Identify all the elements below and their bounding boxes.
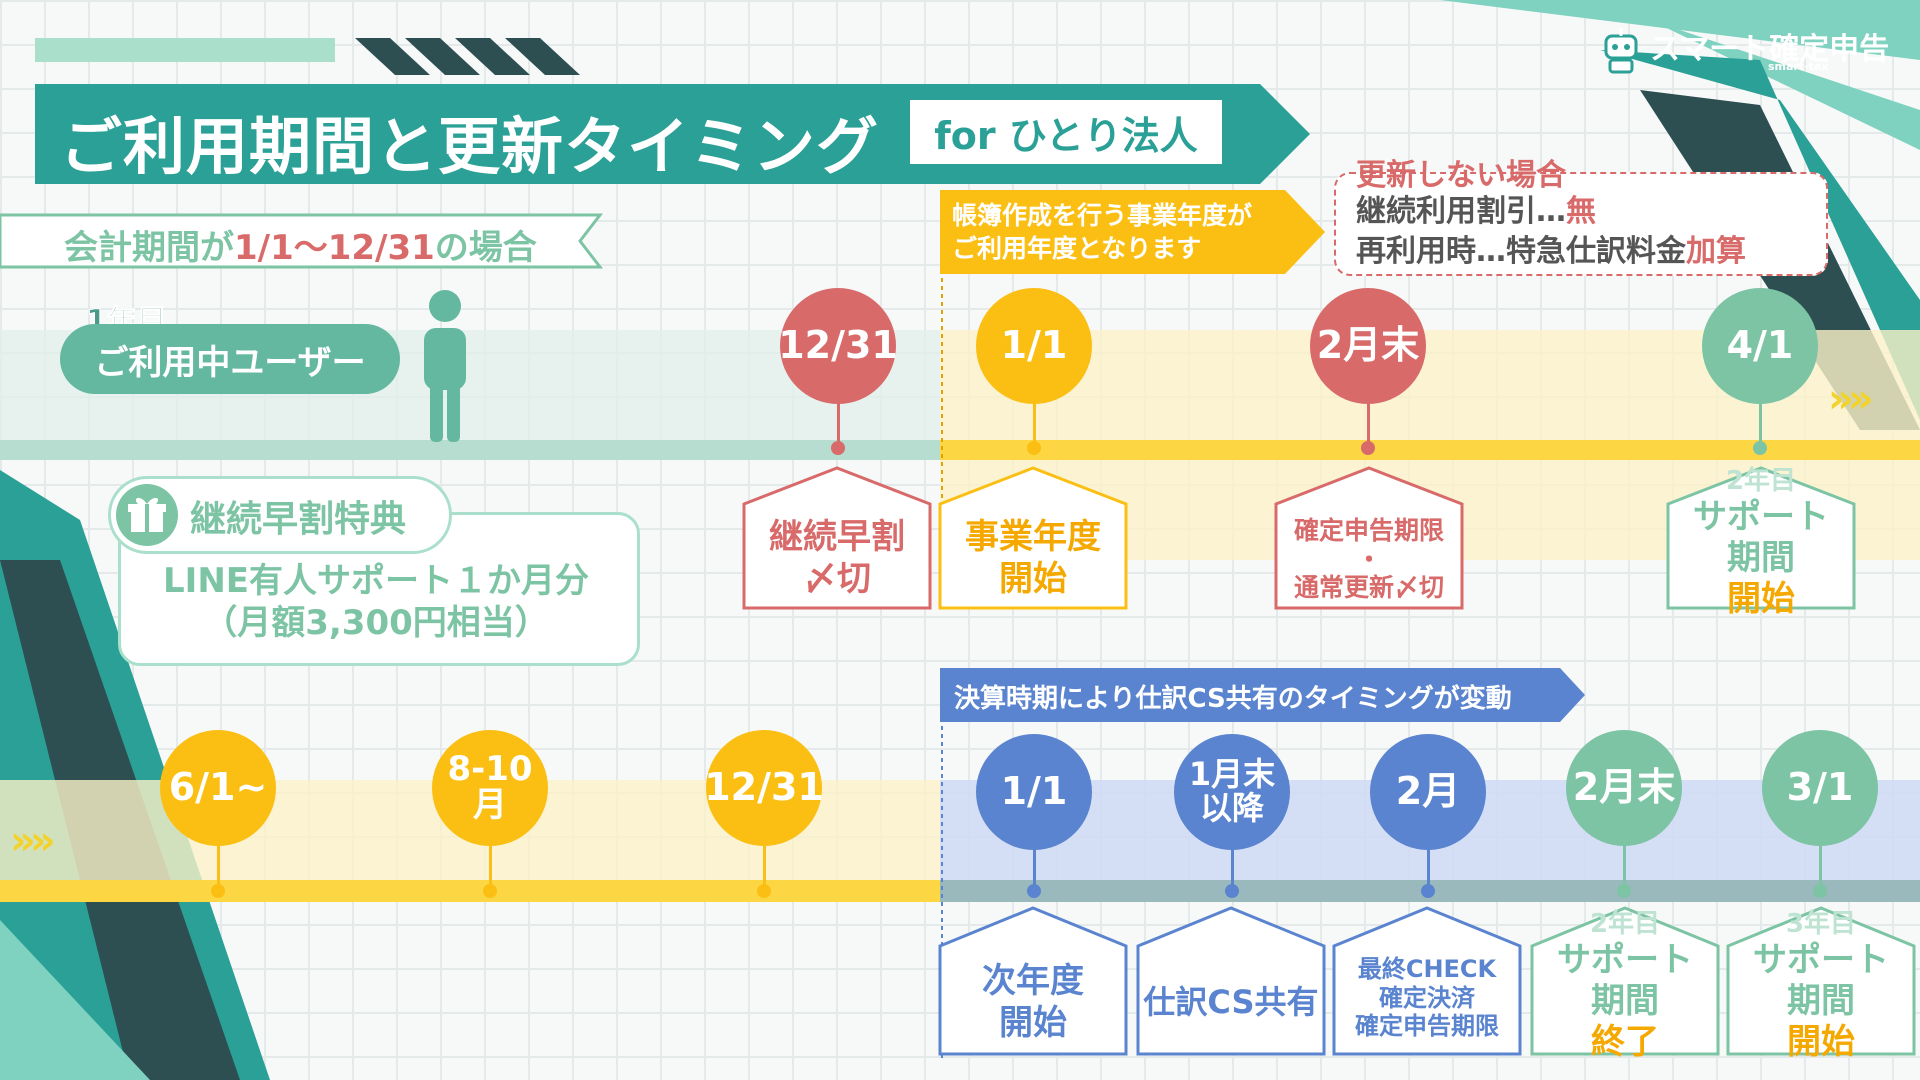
row2-dot: [211, 884, 225, 898]
row2-dot: [1027, 884, 1041, 898]
row2-house: [1726, 906, 1916, 1056]
row2-dot: [1617, 884, 1631, 898]
row2-house: [1136, 906, 1326, 1056]
early-bonus-title: 継続早割特典: [190, 499, 407, 540]
row2-house: [1530, 906, 1720, 1056]
row1-dot: [1753, 441, 1767, 455]
settlement-note: 決算時期により仕訳CS共有のタイミングが変動: [954, 684, 1512, 714]
row2-label: 最終CHECK 確定決済 確定申告期限: [1355, 954, 1499, 1041]
condition-text: 会計期間が1/1〜12/31の場合: [64, 228, 537, 268]
row1-date-circle: 4/1: [1702, 288, 1818, 404]
row2-stem: [1623, 844, 1626, 886]
row1-stem: [1367, 402, 1370, 444]
condition-banner: [0, 213, 604, 269]
fiscal-year-note: 帳簿作成を行う事業年度が ご利用年度となります: [952, 201, 1253, 263]
row1-date-circle: 12/31: [778, 288, 898, 404]
row2-house: [938, 906, 1128, 1056]
brand-name: スマート確定申告: [1650, 32, 1890, 67]
row2-date-circle: 2月: [1370, 734, 1486, 850]
row2-date-circle: 12/31: [704, 730, 824, 846]
early-bonus-line2: （月額3,300円相当）: [203, 602, 549, 643]
fiscal-year-banner: [940, 190, 1325, 274]
settlement-banner: [940, 668, 1585, 722]
row1-house: [1274, 466, 1464, 610]
row2-stem: [1819, 844, 1822, 886]
row2-stem: [217, 844, 220, 886]
row1-house: [938, 466, 1128, 610]
row1-dot: [831, 441, 845, 455]
chevron-right-icon: »»: [1828, 376, 1874, 422]
no-renew-title: 更新しない場合: [1356, 158, 1566, 193]
brand-logo: スマート確定申告 smart-tax: [1598, 22, 1908, 78]
row2-label: 2年目 サポート 期間 終了: [1557, 909, 1693, 1062]
row1-house: [742, 466, 932, 610]
row2-dot: [1225, 884, 1239, 898]
row1-date-circle: 2月末: [1310, 288, 1426, 404]
row2-date-circle: 3/1: [1762, 730, 1878, 846]
row1-dot: [1027, 441, 1041, 455]
row2-label: 3年目 サポート 期間 開始: [1753, 909, 1889, 1062]
row2-date-circle: 6/1~: [160, 730, 276, 846]
row1-stem: [1033, 402, 1036, 444]
row2-dot: [483, 884, 497, 898]
row1-label: 確定申告期限・通常更新〆切: [1293, 515, 1444, 603]
row1-label: 2年目 サポート 期間 開始: [1693, 466, 1829, 619]
row2-stem: [763, 844, 766, 886]
row1-stem: [1759, 402, 1762, 444]
row2-dot: [1421, 884, 1435, 898]
no-renew-line1: 継続利用割引…無: [1356, 194, 1596, 229]
row2-date-circle: 1月末 以降: [1174, 734, 1290, 850]
row2-stem: [1033, 848, 1036, 886]
page-title: ご利用期間と更新タイミング: [60, 110, 880, 183]
person-icon: [424, 290, 466, 442]
row2-label: 仕訳CS共有: [1143, 983, 1319, 1021]
row1-dot: [1361, 441, 1375, 455]
row2-label: 次年度 開始: [982, 960, 1084, 1044]
row2-stem: [1427, 848, 1430, 886]
row2-dot: [757, 884, 771, 898]
brand-sub: smart-tax: [1768, 60, 1829, 73]
row1-house: [1666, 466, 1856, 610]
row2-date-circle: 8-10月: [432, 730, 548, 846]
row1-label: 事業年度 開始: [965, 516, 1101, 600]
row1-label: 継続早割 〆切: [769, 516, 905, 600]
row2-dot: [1813, 884, 1827, 898]
title-badge: for ひとり法人: [910, 100, 1222, 164]
no-renew-box: [1334, 172, 1828, 276]
row2-house: [1332, 906, 1522, 1056]
user-label: ご利用中ユーザー: [60, 324, 400, 394]
no-renew-line2: 再利用時…特急仕訳料金加算: [1356, 234, 1746, 269]
row2-date-circle: 1/1: [976, 734, 1092, 850]
row2-stem: [489, 844, 492, 886]
row2-stem: [1231, 848, 1234, 886]
row2-date-circle: 2月末: [1566, 730, 1682, 846]
gift-icon: [116, 484, 178, 546]
robot-icon: [1604, 28, 1638, 74]
chevron-right-icon: »»: [10, 818, 56, 864]
early-bonus-line1: LINE有人サポート１か月分: [163, 560, 589, 601]
row1-stem: [837, 402, 840, 444]
row1-date-circle: 1/1: [976, 288, 1092, 404]
